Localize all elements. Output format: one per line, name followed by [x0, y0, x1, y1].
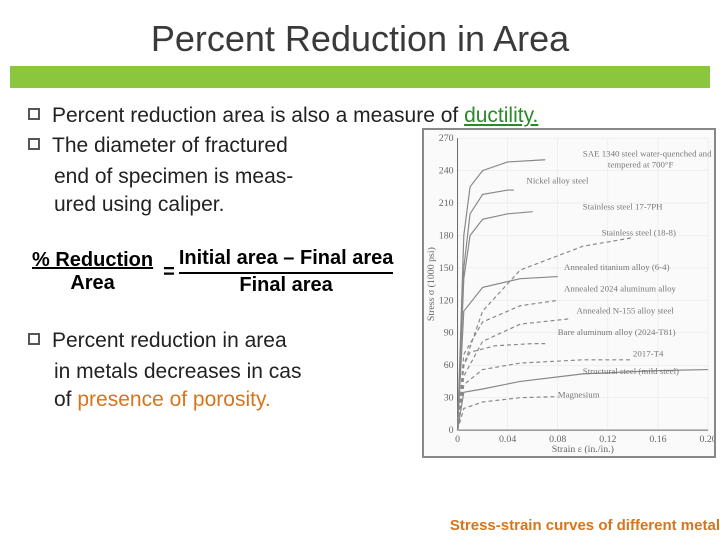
bullet-icon: [28, 138, 40, 150]
bullet-icon: [28, 333, 40, 345]
stress-strain-chart: 030609012015018021024027000.040.080.120.…: [422, 128, 716, 458]
b3-l1: Percent reduction in area: [52, 327, 287, 355]
svg-text:0.20: 0.20: [699, 434, 714, 445]
chart-caption: Stress-strain curves of different metal: [450, 517, 720, 534]
formula-right-top: Initial area – Final area: [179, 247, 394, 274]
formula-left-bot: Area: [32, 272, 153, 295]
svg-text:90: 90: [444, 328, 454, 339]
svg-text:Bare aluminum alloy (2024-T81): Bare aluminum alloy (2024-T81): [558, 327, 676, 337]
svg-text:0.04: 0.04: [499, 434, 516, 445]
svg-text:0: 0: [455, 434, 460, 445]
svg-text:Stainless steel 17-7PH: Stainless steel 17-7PH: [583, 202, 663, 212]
slide-title: Percent Reduction in Area: [0, 0, 720, 66]
svg-text:Nickel alloy steel: Nickel alloy steel: [526, 176, 589, 186]
svg-text:210: 210: [439, 198, 454, 209]
svg-text:tempered at 700°F: tempered at 700°F: [608, 159, 674, 169]
accent-bar: [10, 66, 710, 88]
formula-right: Initial area – Final area Final area: [179, 247, 394, 297]
bullet-1-text: Percent reduction area is also a measure…: [52, 102, 538, 130]
svg-text:2017-T4: 2017-T4: [633, 349, 664, 359]
svg-text:0.16: 0.16: [649, 434, 666, 445]
equals-sign: =: [163, 261, 175, 284]
svg-text:60: 60: [444, 360, 454, 371]
svg-text:30: 30: [444, 393, 454, 404]
svg-text:Annealed N-155 alloy steel: Annealed N-155 alloy steel: [577, 305, 675, 315]
b3-l3-hl: presence of porosity.: [77, 388, 270, 411]
svg-text:Magnesium: Magnesium: [558, 390, 600, 400]
svg-text:Annealed titanium alloy (6-4): Annealed titanium alloy (6-4): [564, 262, 670, 272]
bullet-1: Percent reduction area is also a measure…: [28, 102, 692, 130]
b1-pre: Percent reduction area is also a measure…: [52, 104, 464, 127]
svg-text:120: 120: [439, 295, 454, 306]
svg-text:Strain ε (in./in.): Strain ε (in./in.): [552, 444, 614, 455]
svg-text:Stress σ (1000 psi): Stress σ (1000 psi): [426, 247, 437, 321]
formula-right-bot: Final area: [179, 274, 394, 297]
svg-text:150: 150: [439, 263, 454, 274]
svg-text:Structural steel (mild steel): Structural steel (mild steel): [583, 366, 679, 376]
b1-hl: ductility.: [464, 104, 538, 127]
chart-svg: 030609012015018021024027000.040.080.120.…: [424, 130, 714, 456]
svg-text:Annealed 2024 aluminum alloy: Annealed 2024 aluminum alloy: [564, 284, 677, 294]
svg-text:180: 180: [439, 230, 454, 241]
b3-l3-pre: of: [54, 388, 77, 411]
b2-l1: The diameter of fractured: [52, 132, 288, 160]
svg-text:Stainless steel (18-8): Stainless steel (18-8): [602, 227, 676, 237]
svg-text:0: 0: [449, 425, 454, 436]
formula-left-top: % Reduction: [32, 249, 153, 272]
bullet-icon: [28, 108, 40, 120]
svg-text:270: 270: [439, 133, 454, 144]
svg-text:240: 240: [439, 166, 454, 177]
svg-text:SAE 1340 steel water-quenched: SAE 1340 steel water-quenched and: [583, 149, 712, 159]
formula-left: % Reduction Area: [32, 249, 153, 295]
